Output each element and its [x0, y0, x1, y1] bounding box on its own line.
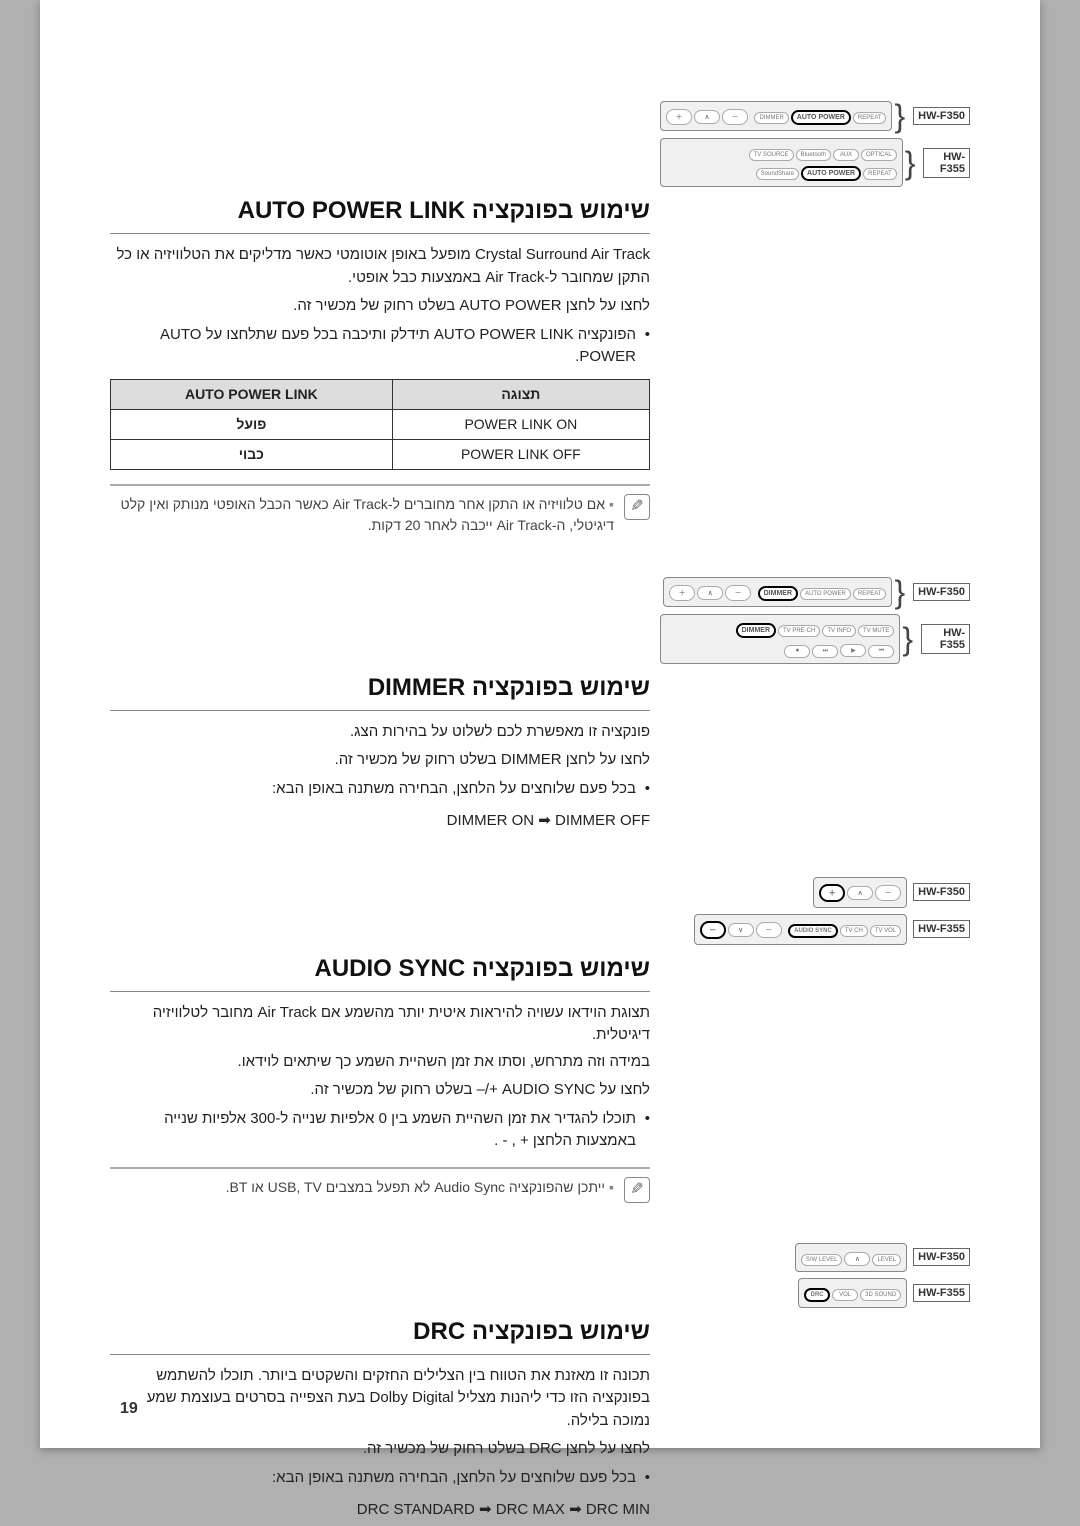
section-auto-power: HW-F350 { REPEATAUTO POWERDIMMER －∧＋ HW-…: [110, 100, 970, 536]
audio-sync-plus: ＋: [819, 884, 845, 902]
note-icon: ✎: [624, 1177, 650, 1203]
figure-drc: HW-F350 LEVEL∧S/W LEVEL HW-F355 3D SOUND…: [660, 1243, 970, 1314]
figure-auto-power: HW-F350 { REPEATAUTO POWERDIMMER －∧＋ HW-…: [660, 100, 970, 193]
model-label: HW-F350: [913, 107, 970, 125]
audio-sync-button: AUDIO SYNC: [788, 924, 838, 938]
note: ✎ ▪ייתכן שהפונקציה Audio Sync לא תפעל במ…: [110, 1167, 650, 1203]
auto-power-button: AUTO POWER: [791, 110, 851, 125]
page-number: 19: [120, 1400, 138, 1418]
power-link-table: AUTO POWER LINKתצוגה פועלPOWER LINK ON כ…: [110, 379, 650, 470]
dimmer-button: DIMMER: [758, 586, 798, 601]
note-icon: ✎: [624, 494, 650, 520]
heading-audio-sync: שימוש בפונקציה AUDIO SYNC: [110, 951, 650, 992]
brace-icon: {: [905, 147, 916, 179]
brace-icon: {: [894, 100, 905, 132]
heading-drc: שימוש בפונקציה DRC: [110, 1314, 650, 1355]
heading-auto-power: שימוש בפונקציה AUTO POWER LINK: [110, 193, 650, 234]
section-audio-sync: HW-F350 －∧＋ HW-F355 TV VOLTV CHAUDIO SYN…: [110, 877, 970, 1203]
page: HW-F350 { REPEATAUTO POWERDIMMER －∧＋ HW-…: [40, 0, 1040, 1448]
audio-sync-minus: －: [700, 921, 726, 939]
dimmer-button: DIMMER: [736, 623, 776, 638]
drc-button: DRC: [804, 1288, 830, 1302]
model-label: HW-F355: [923, 148, 970, 178]
note: ✎ ▪אם טלוויזיה או התקן אחר מחוברים ל-Air…: [110, 484, 650, 536]
figure-audio-sync: HW-F350 －∧＋ HW-F355 TV VOLTV CHAUDIO SYN…: [660, 877, 970, 951]
drc-sequence: DRC STANDARD ➡ DRC MAX ➡ DRC MIN: [357, 1499, 650, 1522]
figure-dimmer: HW-F350 { REPEATAUTO POWERDIMMER －∧＋ HW-…: [660, 576, 970, 670]
section-dimmer: HW-F350 { REPEATAUTO POWERDIMMER －∧＋ HW-…: [110, 576, 970, 837]
heading-dimmer: שימוש בפונקציה DIMMER: [110, 670, 650, 711]
section-drc: HW-F350 LEVEL∧S/W LEVEL HW-F355 3D SOUND…: [110, 1243, 970, 1526]
dimmer-sequence: DIMMER ON ➡ DIMMER OFF: [447, 810, 650, 833]
auto-power-button: AUTO POWER: [801, 166, 861, 181]
